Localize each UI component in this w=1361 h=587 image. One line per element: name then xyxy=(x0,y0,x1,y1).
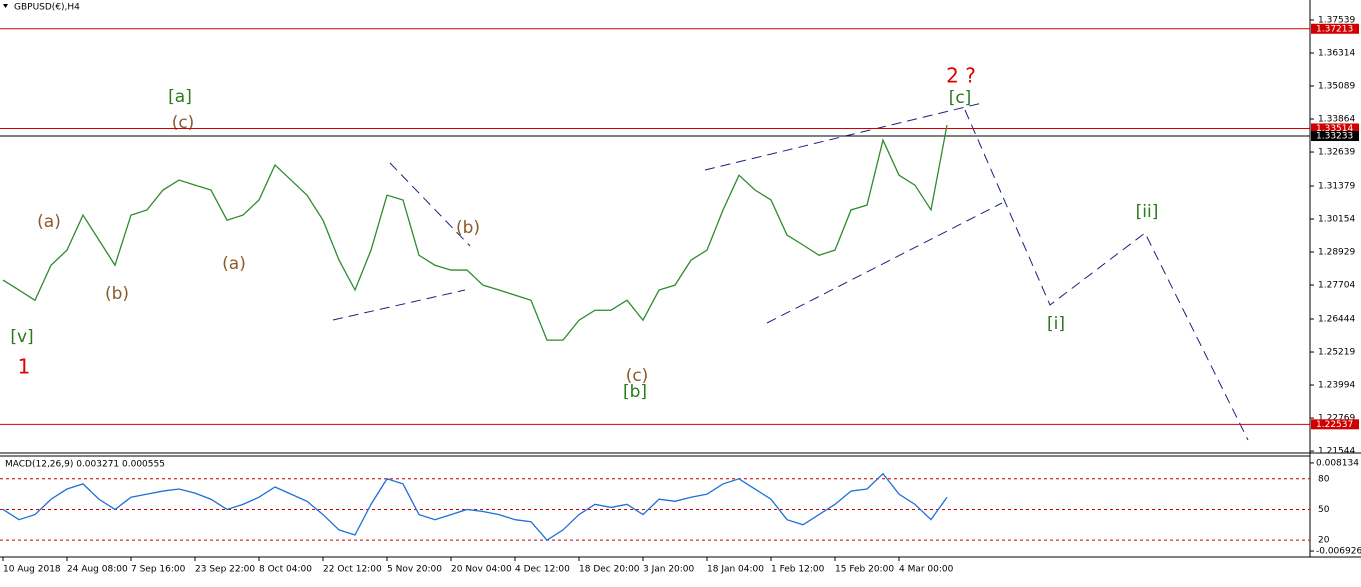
wave-label: [b] xyxy=(623,382,647,402)
x-tick-label: 4 Mar 00:00 xyxy=(899,565,954,575)
price-line xyxy=(2,472,948,541)
x-tick-label: 7 Sep 16:00 xyxy=(131,565,186,575)
trend-lines xyxy=(332,102,1249,441)
y2-tick-label: 0.008134 xyxy=(1316,458,1359,468)
x-tick-label: 1 Feb 12:00 xyxy=(771,565,825,575)
trend-line xyxy=(332,289,466,321)
wave-label: (c) xyxy=(626,366,649,386)
chart-title: GBPUSD(€),H4 xyxy=(14,3,80,13)
title-arrow xyxy=(3,4,8,8)
wave-label: [a] xyxy=(168,87,192,107)
y-tick-label: 1.33864 xyxy=(1318,115,1355,125)
y2-tick-label: -0.006926 xyxy=(1316,547,1361,557)
x-tick-label: 4 Dec 12:00 xyxy=(515,565,570,575)
level-label-box xyxy=(1311,419,1359,430)
wave-label: [v] xyxy=(10,327,33,347)
wave-label: (b) xyxy=(456,218,480,238)
y-tick-label: 1.22769 xyxy=(1318,414,1355,424)
price-line xyxy=(2,124,948,341)
macd-title: MACD(12,26,9) 0.003271 0.000555 xyxy=(5,460,165,470)
level-label: 1.33514 xyxy=(1316,124,1353,134)
wave-label: [c] xyxy=(949,88,972,108)
y-tick-label: 1.26444 xyxy=(1318,315,1355,325)
y-tick-label: 20 xyxy=(1318,536,1330,546)
wave-label: (b) xyxy=(105,284,129,304)
wave-labels: [a] (c) (a) (b) [v] 1 (a) (b) (c) [b] 2 … xyxy=(10,64,1158,403)
level-label: 1.22537 xyxy=(1316,420,1353,430)
x-tick-label: 18 Dec 20:00 xyxy=(579,565,640,575)
x-tick-label: 8 Oct 04:00 xyxy=(259,565,312,575)
x-tick-label: 20 Nov 04:00 xyxy=(451,565,512,575)
y-tick-label: 1.25219 xyxy=(1318,348,1355,358)
y-tick-label: 1.30154 xyxy=(1318,215,1355,225)
y-tick-label: 1.35089 xyxy=(1318,82,1355,92)
wave-label: (a) xyxy=(222,254,246,274)
level-label-box xyxy=(1311,131,1359,142)
wave-label: (a) xyxy=(37,212,61,232)
x-tick-label: 22 Oct 12:00 xyxy=(323,565,382,575)
y-tick-label: 50 xyxy=(1318,505,1330,515)
level-label-box xyxy=(1311,123,1359,134)
y-tick-label: 1.23994 xyxy=(1318,381,1355,391)
wave-label: [ii] xyxy=(1136,202,1159,222)
y-tick-label: 1.32639 xyxy=(1318,148,1355,158)
y-tick-label: 80 xyxy=(1318,474,1330,484)
x-tick-label: 23 Sep 22:00 xyxy=(195,565,255,575)
projection xyxy=(964,109,1249,441)
wave-label: 1 xyxy=(18,355,31,379)
x-tick-label: 15 Feb 20:00 xyxy=(835,565,894,575)
x-tick-label: 3 Jan 20:00 xyxy=(643,565,695,575)
wave-label: 2 ? xyxy=(946,64,976,88)
level-label: 1.37213 xyxy=(1316,24,1353,34)
y-tick-label: 1.37539 xyxy=(1318,15,1355,25)
y-tick-label: 1.36314 xyxy=(1318,48,1355,58)
level-label-box xyxy=(1311,23,1359,34)
y-tick-label: 1.31379 xyxy=(1318,182,1355,192)
wave-label: [i] xyxy=(1047,314,1065,334)
x-tick-label: 24 Aug 08:00 xyxy=(67,565,128,575)
level-label: 1.33233 xyxy=(1316,132,1353,142)
trend-line xyxy=(766,202,1003,324)
y-tick-label: 1.28929 xyxy=(1318,248,1355,258)
y-tick-label: 1.21544 xyxy=(1318,447,1355,457)
x-tick-label: 5 Nov 20:00 xyxy=(387,565,442,575)
y-tick-label: 1.27704 xyxy=(1318,281,1355,291)
trend-line xyxy=(389,162,471,247)
wave-label: (c) xyxy=(172,113,195,133)
x-tick-label: 18 Jan 04:00 xyxy=(707,565,764,575)
x-tick-label: 10 Aug 2018 xyxy=(3,565,61,575)
